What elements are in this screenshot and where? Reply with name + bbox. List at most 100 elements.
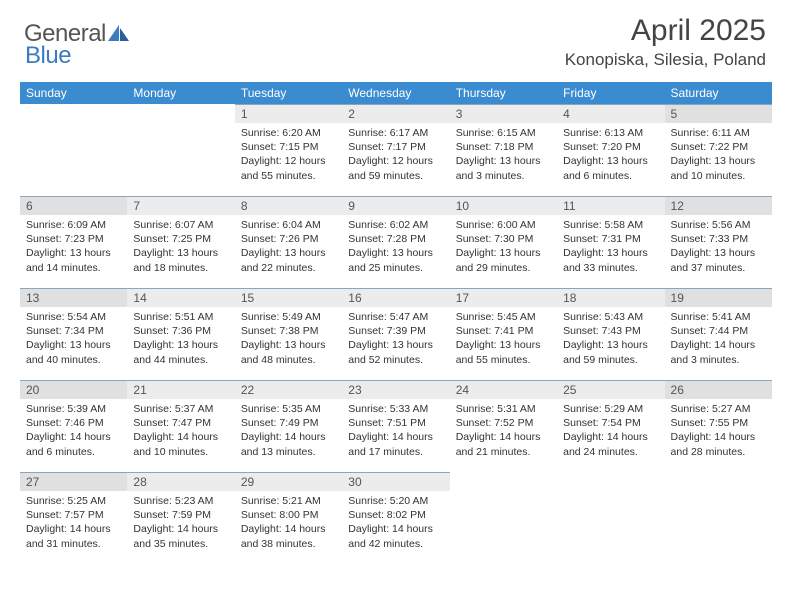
day-line: Sunrise: 5:23 AM: [133, 494, 228, 508]
calendar-day-cell: 8Sunrise: 6:04 AMSunset: 7:26 PMDaylight…: [235, 196, 342, 288]
day-line: Daylight: 13 hours: [241, 338, 336, 352]
calendar-day-cell: 17Sunrise: 5:45 AMSunset: 7:41 PMDayligh…: [450, 288, 557, 380]
calendar-day-cell: 3Sunrise: 6:15 AMSunset: 7:18 PMDaylight…: [450, 104, 557, 196]
day-detail: Sunrise: 5:20 AMSunset: 8:02 PMDaylight:…: [342, 491, 449, 555]
day-line: Sunset: 7:31 PM: [563, 232, 658, 246]
day-number: 20: [20, 380, 127, 399]
day-number: 24: [450, 380, 557, 399]
day-detail: Sunrise: 5:29 AMSunset: 7:54 PMDaylight:…: [557, 399, 664, 463]
day-detail: Sunrise: 6:09 AMSunset: 7:23 PMDaylight:…: [20, 215, 127, 279]
logo-text-blue: Blue: [25, 42, 71, 69]
day-number: 11: [557, 196, 664, 215]
day-number: 3: [450, 104, 557, 123]
day-detail: Sunrise: 5:45 AMSunset: 7:41 PMDaylight:…: [450, 307, 557, 371]
calendar-day-cell: 23Sunrise: 5:33 AMSunset: 7:51 PMDayligh…: [342, 380, 449, 472]
day-line: Daylight: 14 hours: [348, 430, 443, 444]
day-detail: Sunrise: 6:11 AMSunset: 7:22 PMDaylight:…: [665, 123, 772, 187]
day-line: Sunrise: 5:56 AM: [671, 218, 766, 232]
day-line: Sunset: 7:38 PM: [241, 324, 336, 338]
calendar-body: 1Sunrise: 6:20 AMSunset: 7:15 PMDaylight…: [20, 104, 772, 564]
day-line: and 10 minutes.: [133, 445, 228, 459]
day-line: and 55 minutes.: [241, 169, 336, 183]
calendar-week-row: 20Sunrise: 5:39 AMSunset: 7:46 PMDayligh…: [20, 380, 772, 472]
day-line: Sunset: 7:55 PM: [671, 416, 766, 430]
day-line: Sunset: 7:54 PM: [563, 416, 658, 430]
day-line: Sunrise: 6:17 AM: [348, 126, 443, 140]
day-line: and 48 minutes.: [241, 353, 336, 367]
calendar-week-row: 1Sunrise: 6:20 AMSunset: 7:15 PMDaylight…: [20, 104, 772, 196]
day-number: 6: [20, 196, 127, 215]
day-line: Sunrise: 5:27 AM: [671, 402, 766, 416]
day-line: and 35 minutes.: [133, 537, 228, 551]
day-line: and 44 minutes.: [133, 353, 228, 367]
day-line: Daylight: 14 hours: [133, 430, 228, 444]
day-line: Sunrise: 5:20 AM: [348, 494, 443, 508]
day-line: Sunset: 7:25 PM: [133, 232, 228, 246]
day-line: and 33 minutes.: [563, 261, 658, 275]
day-line: Sunrise: 5:41 AM: [671, 310, 766, 324]
day-line: Sunrise: 5:47 AM: [348, 310, 443, 324]
calendar-week-row: 13Sunrise: 5:54 AMSunset: 7:34 PMDayligh…: [20, 288, 772, 380]
calendar-day-cell: 4Sunrise: 6:13 AMSunset: 7:20 PMDaylight…: [557, 104, 664, 196]
day-number: 21: [127, 380, 234, 399]
calendar-day-cell: 14Sunrise: 5:51 AMSunset: 7:36 PMDayligh…: [127, 288, 234, 380]
calendar-day-cell: 16Sunrise: 5:47 AMSunset: 7:39 PMDayligh…: [342, 288, 449, 380]
day-line: Sunset: 7:51 PM: [348, 416, 443, 430]
weekday-header-row: SundayMondayTuesdayWednesdayThursdayFrid…: [20, 82, 772, 104]
day-line: and 42 minutes.: [348, 537, 443, 551]
day-line: Sunrise: 6:00 AM: [456, 218, 551, 232]
day-line: and 40 minutes.: [26, 353, 121, 367]
day-line: Sunset: 7:20 PM: [563, 140, 658, 154]
day-line: Daylight: 13 hours: [456, 154, 551, 168]
calendar-day-cell: 21Sunrise: 5:37 AMSunset: 7:47 PMDayligh…: [127, 380, 234, 472]
day-line: and 3 minutes.: [456, 169, 551, 183]
day-number: 2: [342, 104, 449, 123]
day-number: 19: [665, 288, 772, 307]
day-number: 4: [557, 104, 664, 123]
day-detail: Sunrise: 5:31 AMSunset: 7:52 PMDaylight:…: [450, 399, 557, 463]
calendar-week-row: 27Sunrise: 5:25 AMSunset: 7:57 PMDayligh…: [20, 472, 772, 564]
day-line: Sunset: 7:52 PM: [456, 416, 551, 430]
day-line: Sunrise: 6:04 AM: [241, 218, 336, 232]
day-line: Sunrise: 5:29 AM: [563, 402, 658, 416]
day-line: Sunset: 8:02 PM: [348, 508, 443, 522]
day-line: Daylight: 14 hours: [133, 522, 228, 536]
day-line: and 22 minutes.: [241, 261, 336, 275]
title-block: April 2025 Konopiska, Silesia, Poland: [565, 14, 766, 70]
day-detail: Sunrise: 5:35 AMSunset: 7:49 PMDaylight:…: [235, 399, 342, 463]
day-line: and 29 minutes.: [456, 261, 551, 275]
day-detail: Sunrise: 6:02 AMSunset: 7:28 PMDaylight:…: [342, 215, 449, 279]
day-line: and 10 minutes.: [671, 169, 766, 183]
calendar-day-cell: 2Sunrise: 6:17 AMSunset: 7:17 PMDaylight…: [342, 104, 449, 196]
calendar-day-cell: 26Sunrise: 5:27 AMSunset: 7:55 PMDayligh…: [665, 380, 772, 472]
day-line: Sunset: 7:39 PM: [348, 324, 443, 338]
day-line: Sunrise: 6:20 AM: [241, 126, 336, 140]
day-detail: Sunrise: 5:23 AMSunset: 7:59 PMDaylight:…: [127, 491, 234, 555]
calendar-table: SundayMondayTuesdayWednesdayThursdayFrid…: [20, 82, 772, 564]
day-line: Daylight: 13 hours: [671, 246, 766, 260]
day-line: Daylight: 14 hours: [26, 522, 121, 536]
day-detail: Sunrise: 5:58 AMSunset: 7:31 PMDaylight:…: [557, 215, 664, 279]
day-line: Sunrise: 5:31 AM: [456, 402, 551, 416]
day-detail: Sunrise: 5:33 AMSunset: 7:51 PMDaylight:…: [342, 399, 449, 463]
day-number: 15: [235, 288, 342, 307]
day-line: Daylight: 14 hours: [26, 430, 121, 444]
weekday-header: Sunday: [20, 82, 127, 104]
day-line: Daylight: 12 hours: [241, 154, 336, 168]
day-line: Sunset: 7:46 PM: [26, 416, 121, 430]
day-number: 28: [127, 472, 234, 491]
day-line: and 6 minutes.: [26, 445, 121, 459]
day-line: Sunrise: 5:35 AM: [241, 402, 336, 416]
day-line: Sunset: 7:59 PM: [133, 508, 228, 522]
calendar-day-cell: 15Sunrise: 5:49 AMSunset: 7:38 PMDayligh…: [235, 288, 342, 380]
day-number: 10: [450, 196, 557, 215]
day-line: Sunrise: 5:25 AM: [26, 494, 121, 508]
day-line: and 17 minutes.: [348, 445, 443, 459]
day-number: 7: [127, 196, 234, 215]
weekday-header: Saturday: [665, 82, 772, 104]
day-line: Daylight: 14 hours: [671, 430, 766, 444]
header: General April 2025 Konopiska, Silesia, P…: [0, 0, 792, 76]
weekday-header: Monday: [127, 82, 234, 104]
day-number: 23: [342, 380, 449, 399]
day-detail: Sunrise: 5:21 AMSunset: 8:00 PMDaylight:…: [235, 491, 342, 555]
